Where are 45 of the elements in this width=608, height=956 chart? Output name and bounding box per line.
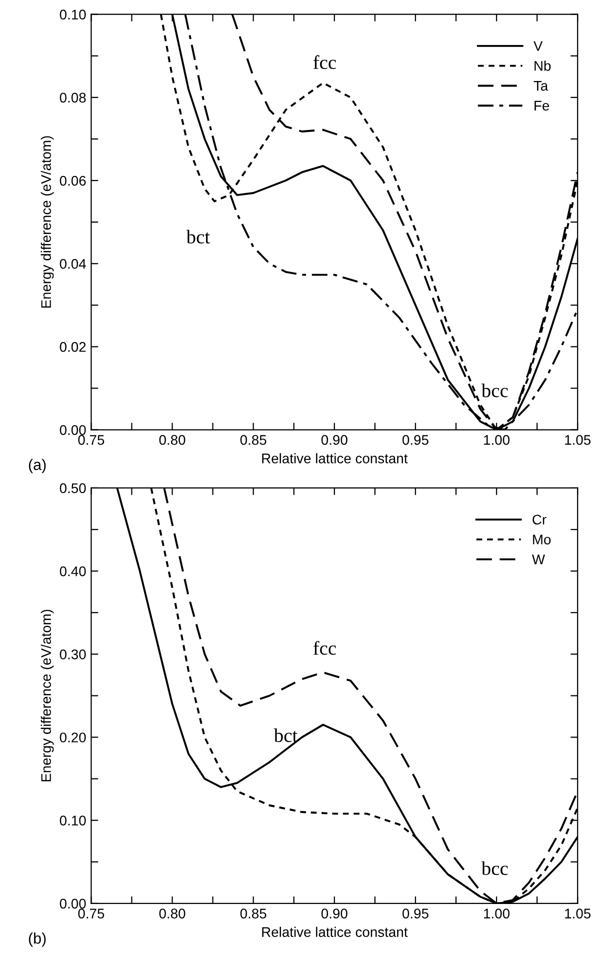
y-tick-label: 0.10 xyxy=(60,10,86,20)
y-tick-label: 0.50 xyxy=(60,483,86,494)
legend-label: Mo xyxy=(533,534,551,544)
x-tick-label: 0.85 xyxy=(240,435,266,445)
legend-label: V xyxy=(534,41,543,51)
annotation: fcc xyxy=(313,55,336,70)
legend-label: W xyxy=(532,554,545,564)
x-tick-label: 0.85 xyxy=(240,908,266,918)
y-tick-label: 0.10 xyxy=(60,816,86,826)
x-tick-label: 0.80 xyxy=(159,435,186,445)
text: (a) xyxy=(28,458,46,474)
x-tick-label: 0.75 xyxy=(78,435,104,445)
x-tick-label: 0.80 xyxy=(159,908,186,918)
text: (b) xyxy=(28,932,46,947)
x-tick-label: 1.00 xyxy=(484,908,510,918)
y-tick-label: 0.06 xyxy=(60,176,86,186)
y-tick-label: 0.20 xyxy=(60,732,86,742)
y-tick-label: 0.00 xyxy=(60,425,86,435)
x-tick-label: 0.95 xyxy=(402,435,428,445)
x-tick-label: 1.05 xyxy=(565,435,591,445)
x-tick-label: 0.95 xyxy=(402,908,428,918)
y-tick-label: 0.40 xyxy=(60,566,86,576)
annotation: bcc xyxy=(481,384,508,398)
legend-label: Ta xyxy=(534,81,548,91)
y-tick-label: 0.08 xyxy=(60,92,86,103)
y-tick-label: 0.30 xyxy=(60,649,86,660)
x-tick-label: 1.05 xyxy=(565,908,591,918)
x-axis-title: Relative lattice constant xyxy=(262,926,408,937)
y-axis-title: Energy difference (eV/atom) xyxy=(40,136,54,308)
y-tick-label: 0.02 xyxy=(60,342,86,352)
legend-label: Cr xyxy=(532,514,546,525)
x-tick-label: 0.75 xyxy=(78,908,104,918)
annotation: fcc xyxy=(313,640,336,655)
x-tick-label: 0.90 xyxy=(321,435,348,445)
y-axis-title: Energy difference (eV/atom) xyxy=(40,610,54,782)
y-tick-label: 0.04 xyxy=(60,258,86,269)
x-tick-label: 0.90 xyxy=(321,908,348,918)
annotation: bcc xyxy=(481,861,508,876)
legend-label: Nb xyxy=(534,60,551,71)
x-axis-title: Relative lattice constant xyxy=(262,453,408,464)
annotation: bct xyxy=(186,230,210,244)
legend-label: Fe xyxy=(534,100,550,111)
x-tick-label: 1.00 xyxy=(484,435,510,445)
annotation: bct xyxy=(274,728,298,742)
y-tick-label: 0.00 xyxy=(60,898,86,909)
